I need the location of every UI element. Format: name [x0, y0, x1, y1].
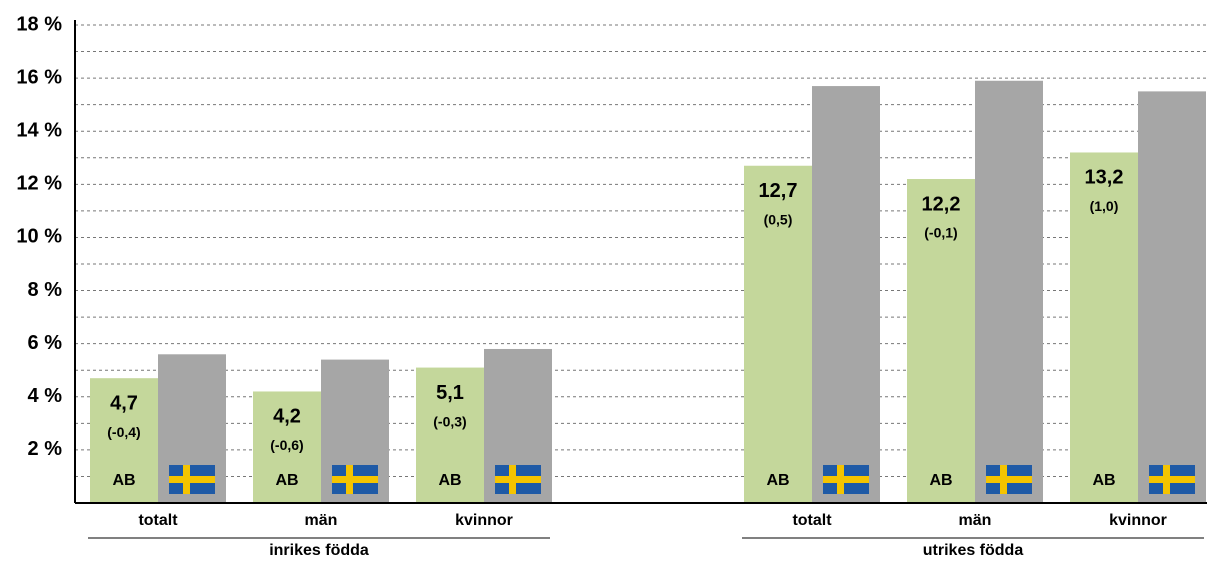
series-label: AB	[766, 472, 789, 489]
x-tick-label: kvinnor	[455, 512, 513, 529]
change-label: (-0,6)	[270, 437, 303, 453]
y-tick-label: 12 %	[16, 173, 62, 195]
change-label: (0,5)	[764, 211, 793, 227]
change-label: (1,0)	[1090, 198, 1119, 214]
series-label: AB	[1092, 472, 1115, 489]
bar	[907, 179, 975, 503]
flag-cross	[183, 465, 190, 494]
series-label: AB	[929, 472, 952, 489]
value-label: 13,2	[1085, 167, 1124, 189]
x-tick-label: totalt	[792, 512, 832, 529]
value-label: 5,1	[436, 382, 464, 404]
group-label: utrikes födda	[923, 542, 1024, 559]
bar	[253, 391, 321, 503]
y-tick-label: 4 %	[28, 385, 63, 407]
y-tick-label: 6 %	[28, 332, 63, 354]
flag-cross	[823, 476, 869, 483]
value-label: 4,7	[110, 392, 138, 414]
flag-cross	[495, 476, 541, 483]
value-label: 12,2	[922, 193, 961, 215]
flag-cross	[837, 465, 844, 494]
bar	[812, 86, 880, 504]
bar	[1138, 91, 1206, 503]
bar	[90, 378, 158, 503]
flag-cross	[986, 476, 1032, 483]
flag-cross	[1163, 465, 1170, 494]
series-label: AB	[275, 472, 298, 489]
y-tick-label: 10 %	[16, 226, 62, 248]
y-tick-label: 14 %	[16, 120, 62, 142]
group-label: inrikes födda	[269, 542, 369, 559]
flag-cross	[169, 476, 215, 483]
x-tick-label: män	[959, 512, 992, 529]
x-tick-label: totalt	[138, 512, 178, 529]
series-label: AB	[112, 472, 135, 489]
series-label: AB	[438, 472, 461, 489]
x-tick-label: kvinnor	[1109, 512, 1167, 529]
change-label: (-0,4)	[107, 424, 140, 440]
y-tick-label: 2 %	[28, 438, 63, 460]
y-tick-label: 16 %	[16, 66, 62, 88]
x-tick-label: män	[305, 512, 338, 529]
flag-cross	[332, 476, 378, 483]
y-tick-label: 8 %	[28, 279, 63, 301]
bar	[416, 367, 484, 503]
value-label: 12,7	[759, 180, 798, 202]
y-tick-label: 18 %	[16, 13, 62, 35]
flag-cross	[1149, 476, 1195, 483]
flag-cross	[509, 465, 516, 494]
flag-cross	[346, 465, 353, 494]
value-label: 4,2	[273, 406, 301, 428]
bar	[1070, 152, 1138, 503]
flag-cross	[1000, 465, 1007, 494]
change-label: (-0,3)	[433, 413, 466, 429]
change-label: (-0,1)	[924, 225, 957, 241]
bar	[975, 80, 1043, 504]
bar	[744, 165, 812, 503]
